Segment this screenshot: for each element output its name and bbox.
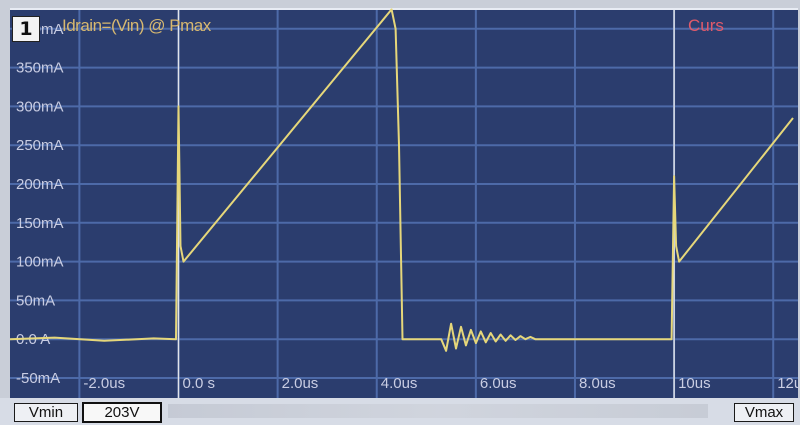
tick-labels: 400mA350mA300mA250mA200mA150mA100mA50mA0…	[16, 21, 800, 392]
vmax-button[interactable]: Vmax	[734, 403, 794, 422]
x-tick-label: 0.0 s	[183, 375, 216, 392]
x-tick-label: 2.0us	[282, 375, 319, 392]
x-tick-label: 4.0us	[381, 375, 418, 392]
current-trace	[9, 8, 794, 352]
y-tick-label: -50mA	[16, 370, 60, 387]
trace-group	[9, 8, 794, 352]
x-tick-label: -2.0us	[83, 375, 125, 392]
x-tick-label: 12us	[777, 375, 800, 392]
y-tick-label: 250mA	[16, 137, 64, 154]
y-tick-label: 200mA	[16, 176, 64, 193]
vmin-button[interactable]: Vmin	[14, 403, 78, 422]
y-tick-label: 100mA	[16, 254, 64, 271]
x-tick-label: 8.0us	[579, 375, 616, 392]
plot-area	[10, 8, 798, 400]
y-tick-label: 300mA	[16, 98, 64, 115]
y-tick-label: 350mA	[16, 60, 64, 77]
bottom-bar-status	[168, 404, 708, 418]
y-tick-label: 150mA	[16, 215, 64, 232]
x-tick-label: 10us	[678, 375, 711, 392]
x-tick-label: 6.0us	[480, 375, 517, 392]
vmin-value-field[interactable]: 203V	[82, 402, 162, 423]
channel-number[interactable]: 1	[12, 16, 40, 42]
trace-title: Idrain=(Vin) @ Pmax	[62, 16, 211, 35]
y-tick-label: 50mA	[16, 292, 55, 309]
y-tick-label: 0.0 A	[16, 331, 50, 348]
grid-lines	[10, 10, 798, 398]
cursor-label: Curs	[688, 16, 724, 35]
